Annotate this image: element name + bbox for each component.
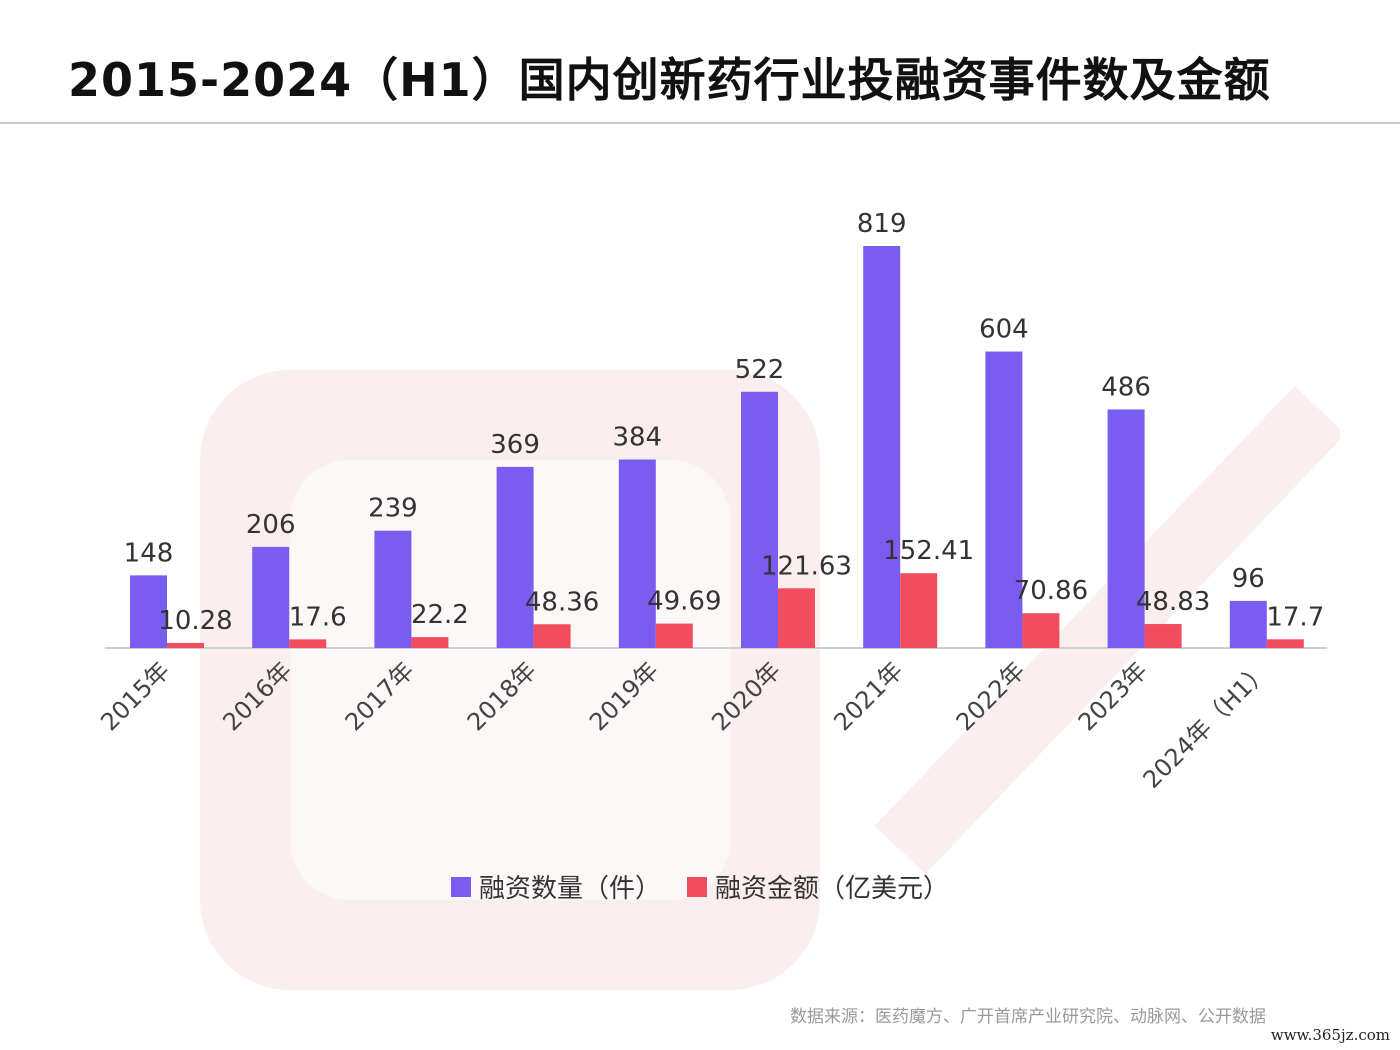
- data-label-amount-7: 70.86: [1014, 576, 1088, 606]
- data-label-amount-8: 48.83: [1136, 587, 1210, 617]
- data-label-amount-6: 152.41: [883, 536, 974, 566]
- data-label-count-9: 96: [1232, 564, 1265, 594]
- data-label-count-1: 206: [246, 510, 296, 540]
- bar-amount-3: [533, 624, 571, 648]
- bar-count-8: [1107, 409, 1145, 648]
- bar-amount-5: [778, 588, 815, 648]
- data-label-amount-1: 17.6: [289, 602, 347, 632]
- bar-amount-4: [655, 623, 693, 648]
- data-label-amount-9: 17.7: [1266, 602, 1324, 632]
- data-label-count-3: 369: [490, 430, 540, 460]
- bar-count-3: [496, 466, 534, 648]
- bar-amount-1: [289, 639, 327, 648]
- bar-count-1: [252, 546, 290, 648]
- x-tick-label-8: 2023年: [1073, 656, 1153, 736]
- data-label-count-7: 604: [979, 315, 1029, 345]
- chart-title: 2015-2024（H1）国内创新药行业投融资事件数及金额: [68, 53, 1271, 107]
- bar-amount-0: [167, 642, 204, 648]
- x-tick-label-9: 2024年（H1）: [1138, 656, 1275, 793]
- x-tick-label-1: 2016年: [217, 656, 297, 736]
- data-label-count-2: 239: [368, 494, 418, 524]
- data-label-amount-3: 48.36: [525, 587, 599, 617]
- legend-swatch-count: [450, 876, 471, 897]
- data-label-count-6: 819: [857, 209, 907, 239]
- legend-item-amount: 融资金额（亿美元）: [687, 868, 949, 905]
- x-tick-label-3: 2018年: [462, 656, 542, 736]
- data-label-count-4: 384: [612, 423, 662, 453]
- bar-count-0: [130, 575, 167, 648]
- data-label-count-8: 486: [1101, 372, 1151, 402]
- bar-count-5: [741, 391, 778, 648]
- bar-amount-2: [411, 637, 449, 648]
- bar-count-2: [374, 530, 412, 648]
- data-label-amount-0: 10.28: [158, 606, 232, 636]
- title-divider: [0, 122, 1400, 124]
- bar-count-9: [1229, 600, 1267, 648]
- legend-label-count: 融资数量（件）: [478, 874, 661, 904]
- x-tick-label-2: 2017年: [340, 656, 420, 736]
- bar-count-4: [618, 459, 656, 648]
- site-watermark-url: www.365jz.com: [1270, 1026, 1390, 1044]
- bar-amount-6: [900, 573, 938, 648]
- data-source-note: 数据来源：医药魔方、广开首席产业研究院、动脉网、公开数据: [790, 1007, 1266, 1027]
- legend-item-count: 融资数量（件）: [450, 868, 661, 905]
- bar-amount-8: [1144, 624, 1182, 648]
- bar-amount-9: [1266, 639, 1304, 648]
- data-label-amount-4: 49.69: [647, 587, 721, 617]
- x-tick-label-7: 2022年: [951, 656, 1031, 736]
- bar-amount-7: [1022, 613, 1060, 648]
- data-label-count-5: 522: [735, 355, 785, 385]
- legend-label-amount: 融资金额（亿美元）: [715, 874, 950, 904]
- data-label-count-0: 148: [124, 538, 174, 568]
- x-tick-label-4: 2019年: [584, 656, 664, 736]
- legend-swatch-amount: [687, 876, 707, 897]
- bar-count-7: [985, 351, 1023, 648]
- x-tick-label-0: 2015年: [95, 656, 175, 736]
- data-label-amount-2: 22.2: [411, 600, 469, 630]
- data-label-amount-5: 121.63: [761, 551, 852, 581]
- x-tick-label-6: 2021年: [828, 656, 908, 736]
- x-tick-label-5: 2020年: [706, 656, 786, 736]
- chart-legend: 融资数量（件） 融资金额（亿美元）: [0, 868, 1400, 905]
- bar-count-6: [863, 246, 901, 648]
